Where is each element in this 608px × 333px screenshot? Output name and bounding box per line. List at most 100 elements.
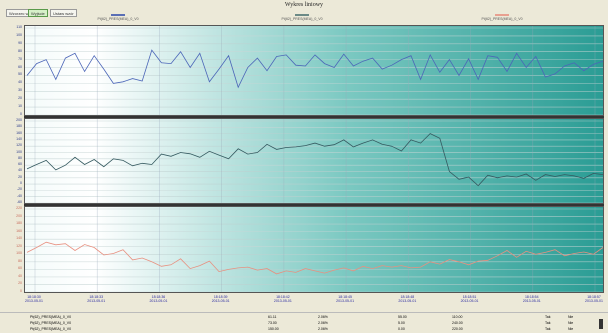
plot-background — [25, 119, 604, 204]
cell-value: 220.00 — [452, 327, 463, 332]
cell-value: 240.00 — [452, 321, 463, 326]
series-table: Pt(62)_PRES(MEA)_0_V0 61.11 2.06% 55.00 … — [0, 312, 608, 333]
x-tick-label: 18:18:51 2013-05-01 — [455, 295, 485, 303]
y-tick-label: 40 — [6, 168, 22, 172]
y-tick-label: 80 — [6, 49, 22, 53]
cell-value: 150.00 — [268, 327, 279, 332]
y-tick-label: 40 — [6, 80, 22, 84]
y-tick-label: 20 — [6, 96, 22, 100]
plot-background — [25, 26, 604, 116]
x-tick-label: 18:18:48 2013-05-01 — [392, 295, 422, 303]
y-tick-label: 20 — [6, 175, 22, 179]
y-tick-label: 100 — [6, 33, 22, 37]
legend-item: Pt(62)_PRES(MEA)_0_V0 — [262, 14, 342, 21]
cell-flag: Nie — [568, 321, 573, 326]
x-tick-date: 2013-05-01 — [143, 299, 173, 303]
y-tick-label: 110 — [6, 25, 22, 29]
y-tick-label: 60 — [6, 162, 22, 166]
legend-swatch — [495, 14, 509, 16]
cell-value: 110.00 — [452, 315, 462, 320]
y-tick-label: 80 — [6, 156, 22, 160]
y-tick-label: 100 — [6, 150, 22, 154]
x-tick-date: 2013-05-01 — [268, 299, 298, 303]
x-tick-label: 18:18:30 2013-05-01 — [19, 295, 49, 303]
x-tick-label: 18:18:57 2013-05-01 — [579, 295, 608, 303]
y-tick-label: -20 — [6, 187, 22, 191]
plot-svg — [25, 207, 604, 293]
y-tick-label: -40 — [6, 194, 22, 198]
y-tick-label: 60 — [6, 266, 22, 270]
legend-label: Pt(62)_PRES(MEA)_0_V0 — [97, 17, 138, 21]
series-name: Pt(62)_PRES(MEA)_0_V0 — [30, 327, 71, 332]
table-row[interactable]: Pt(62)_PRES(MEA)_0_V0 73.00 2.06% 5.00 2… — [0, 321, 608, 326]
plot-panel-2[interactable] — [24, 118, 604, 204]
x-tick-date: 2013-05-01 — [206, 299, 236, 303]
legend-item: Pt(62)_PRES(MEA)_0_V0 — [78, 14, 158, 21]
legend-label: Pt(62)_PRES(MEA)_0_V0 — [281, 17, 322, 21]
x-tick-date: 2013-05-01 — [455, 299, 485, 303]
legend-swatch — [295, 14, 309, 16]
y-tick-label: 140 — [6, 236, 22, 240]
chart-title: Wykres liniowy — [0, 2, 608, 8]
legend-item: Pt(62)_PRES(MEA)_0_V0 — [462, 14, 542, 21]
output-button[interactable]: Wyjście — [28, 9, 48, 17]
y-tick-label: 180 — [6, 221, 22, 225]
plot-svg — [25, 119, 604, 204]
y-tick-label: 60 — [6, 65, 22, 69]
series-name: Pt(62)_PRES(MEA)_0_V0 — [30, 321, 71, 326]
x-tick-label: 18:18:33 2013-05-01 — [81, 295, 111, 303]
x-tick-date: 2013-05-01 — [330, 299, 360, 303]
cell-value: 2.06% — [318, 321, 328, 326]
y-tick-label: 160 — [6, 229, 22, 233]
plot-panel-3[interactable] — [24, 206, 604, 293]
y-tick-label: 120 — [6, 143, 22, 147]
y-tick-label: 0 — [6, 289, 22, 293]
set-pattern-button[interactable]: Ustaw wzór — [50, 9, 77, 17]
table-scrollbar[interactable] — [599, 319, 603, 329]
y-tick-label: 180 — [6, 124, 22, 128]
cell-flag: Tak — [545, 327, 550, 332]
x-tick-date: 2013-05-01 — [579, 299, 608, 303]
table-row[interactable]: Pt(62)_PRES(MEA)_0_V0 150.00 2.06% 0.00 … — [0, 327, 608, 332]
plot-panel-1[interactable] — [24, 25, 604, 116]
y-tick-label: 0 — [6, 112, 22, 116]
cell-value: 5.00 — [398, 321, 405, 326]
y-tick-label: 50 — [6, 72, 22, 76]
y-tick-label: 120 — [6, 244, 22, 248]
x-tick-date: 2013-05-01 — [392, 299, 422, 303]
y-tick-label: 40 — [6, 274, 22, 278]
y-tick-label: 200 — [6, 214, 22, 218]
x-tick-label: 18:18:45 2013-05-01 — [330, 295, 360, 303]
cell-flag: Nie — [568, 315, 573, 320]
plot-background — [25, 207, 604, 293]
y-tick-label: -60 — [6, 200, 22, 204]
x-tick-label: 18:18:42 2013-05-01 — [268, 295, 298, 303]
x-tick-label: 18:18:36 2013-05-01 — [143, 295, 173, 303]
series-name: Pt(62)_PRES(MEA)_0_V0 — [30, 315, 71, 320]
cell-value: 73.00 — [268, 321, 277, 326]
y-tick-label: 20 — [6, 281, 22, 285]
y-tick-label: 140 — [6, 137, 22, 141]
y-tick-label: 30 — [6, 88, 22, 92]
x-tick-label: 18:18:54 2013-05-01 — [517, 295, 547, 303]
y-tick-label: 160 — [6, 131, 22, 135]
x-tick-date: 2013-05-01 — [517, 299, 547, 303]
y-tick-label: 10 — [6, 104, 22, 108]
table-row[interactable]: Pt(62)_PRES(MEA)_0_V0 61.11 2.06% 55.00 … — [0, 315, 608, 320]
x-tick-label: 18:18:39 2013-05-01 — [206, 295, 236, 303]
cell-flag: Nie — [568, 327, 573, 332]
x-tick-date: 2013-05-01 — [19, 299, 49, 303]
cell-flag: Tak — [545, 315, 550, 320]
cell-value: 2.06% — [318, 327, 328, 332]
legend-swatch — [111, 14, 125, 16]
y-tick-label: 70 — [6, 57, 22, 61]
plot-svg — [25, 26, 604, 116]
x-tick-date: 2013-05-01 — [81, 299, 111, 303]
legend-label: Pt(62)_PRES(MEA)_0_V0 — [481, 17, 522, 21]
cell-value: 0.00 — [398, 327, 405, 332]
y-tick-label: 220 — [6, 206, 22, 210]
cell-value: 55.00 — [398, 315, 407, 320]
y-tick-label: 80 — [6, 259, 22, 263]
y-tick-label: 0 — [6, 181, 22, 185]
